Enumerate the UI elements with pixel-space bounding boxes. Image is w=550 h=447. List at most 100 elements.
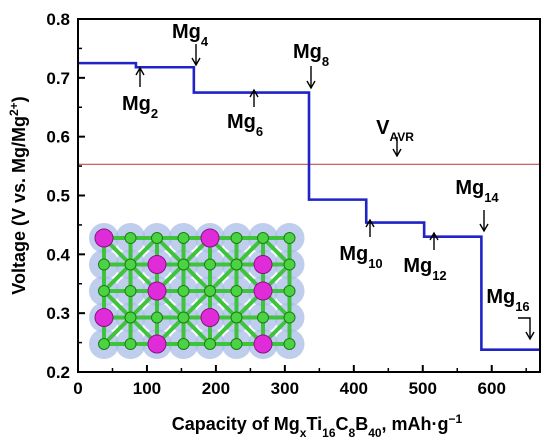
x-tick-label-600: 600: [478, 379, 506, 398]
inset-bond: [235, 236, 265, 266]
annotation-v-avr-sub: AVR: [389, 130, 414, 144]
inset-boron-atom: [151, 311, 163, 324]
inset-mg-atom: [253, 334, 273, 354]
annotation-mg14-arrowhead: [479, 223, 489, 233]
annotation-mg4-sub: 4: [201, 34, 209, 49]
annotation-mg10: Mg10: [339, 243, 382, 271]
inset-boron-atom: [204, 285, 216, 297]
y-axis-title-sup: 2+: [7, 102, 21, 116]
annotation-mg12: Mg12: [403, 255, 446, 283]
inset-boron-atom: [204, 258, 216, 271]
y-tick-label-2: 0.4: [46, 245, 70, 264]
inset-boron-atom: [177, 311, 190, 324]
inset-boron-atom: [230, 338, 243, 350]
annotation-mg14: Mg14: [455, 177, 499, 205]
inset-boron-atom: [177, 258, 190, 271]
x-tick-label-400: 400: [340, 379, 368, 398]
inset-boron-atom: [230, 285, 243, 297]
y-tick-label-4: 0.6: [46, 128, 70, 147]
inset-bond: [182, 316, 212, 346]
inset-mg-atom: [253, 281, 273, 301]
annotation-mg6: Mg6: [227, 111, 263, 139]
annotation-mg2-sub: 2: [151, 106, 158, 121]
inset-boron-atom: [124, 232, 137, 244]
inset-bond: [102, 289, 132, 319]
annotation-mg10-base: Mg: [339, 243, 368, 265]
annotation-mg14-sub: 14: [484, 190, 499, 205]
inset-boron-atom: [177, 338, 190, 350]
crystal-structure-inset: [89, 223, 305, 359]
annotation-v-avr: VAVR: [376, 117, 414, 144]
annotation-mg14-base: Mg: [455, 177, 484, 199]
y-tick-label-5: 0.7: [46, 69, 70, 88]
inset-boron-atom: [283, 258, 296, 271]
inset-mg-atom: [200, 228, 220, 248]
annotation-v-avr-base: V: [376, 117, 390, 139]
inset-boron-atom: [283, 311, 296, 324]
inset-boron-atom: [283, 232, 296, 244]
inset-mg-atom: [200, 308, 220, 327]
inset-mg-atom: [94, 228, 114, 248]
inset-bond: [102, 316, 132, 346]
x-axis-title-x-sub: x: [300, 426, 307, 440]
inset-boron-atom: [230, 258, 243, 271]
y-axis-title: Voltage (V vs. Mg/Mg2+): [7, 96, 29, 294]
annotation-mg16-base: Mg: [486, 286, 515, 308]
inset-mg-atom: [253, 255, 273, 274]
inset-boron-atom: [257, 311, 269, 324]
annotation-mg12-base: Mg: [403, 255, 432, 277]
inset-boron-atom: [124, 338, 137, 350]
annotation-mg6-arrowhead: [249, 88, 259, 98]
x-axis-title-c: C: [336, 414, 349, 434]
inset-bond: [182, 263, 212, 293]
inset-bond: [208, 316, 238, 346]
x-axis-title-c-sub: 8: [349, 426, 356, 440]
inset-bond: [129, 236, 159, 266]
annotation-mg16: Mg16: [486, 286, 529, 314]
inset-bond: [208, 289, 238, 319]
inset-boron-atom: [257, 232, 269, 244]
y-tick-label-3: 0.5: [46, 187, 70, 206]
y-tick-label-6: 0.8: [46, 10, 70, 29]
inset-mg-atom: [147, 255, 167, 274]
inset-boron-atom: [283, 338, 296, 350]
y-tick-label-0: 0.2: [46, 363, 70, 382]
annotation-mg6-sub: 6: [256, 124, 263, 139]
annotation-mg10-sub: 10: [368, 256, 382, 271]
x-axis-title-e: , mAh·g: [382, 414, 449, 434]
annotation-mg16-arrowhead: [525, 331, 535, 341]
inset-boron-atom: [283, 285, 296, 297]
inset-boron-atom: [98, 338, 110, 350]
voltage-step-line: [78, 61, 540, 351]
x-tick-label-200: 200: [202, 379, 230, 398]
annotation-mg4-base: Mg: [172, 21, 201, 43]
annotation-mg10-arrowhead: [365, 218, 375, 228]
x-axis-title-e-sup: −1: [449, 412, 463, 426]
x-axis-title: Capacity of MgxTi16C8B40, mAh·g−1: [172, 412, 463, 440]
inset-boron-atom: [124, 258, 137, 271]
inset-boron-atom: [98, 258, 110, 271]
x-tick-label-300: 300: [271, 379, 299, 398]
annotation-mg6-base: Mg: [227, 111, 256, 133]
x-axis-title-b-sub: 40: [368, 426, 382, 440]
annotation-mg16-sub: 16: [515, 299, 529, 314]
y-axis-title-main: Voltage (V vs. Mg/Mg: [9, 116, 29, 295]
inset-mg-atom: [147, 334, 167, 354]
x-axis-title-b: Ti: [306, 414, 322, 434]
inset-boron-atom: [230, 311, 243, 324]
x-axis-title-a: Capacity of Mg: [172, 414, 300, 434]
annotation-v-avr-arrowhead: [392, 148, 402, 158]
annotation-mg2-arrowhead: [135, 66, 145, 76]
x-axis-title-d: B: [355, 414, 368, 434]
x-tick-label-100: 100: [133, 379, 161, 398]
x-axis-title-ti-sub: 16: [322, 426, 336, 440]
x-tick-label-0: 0: [73, 379, 82, 398]
inset-boron-atom: [177, 232, 190, 244]
inset-bond: [208, 263, 238, 293]
annotation-mg8: Mg8: [293, 41, 329, 69]
y-axis-title-end: ): [9, 96, 29, 102]
inset-bond: [261, 236, 291, 266]
inset-bond: [155, 236, 185, 266]
y-tick-label-1: 0.3: [46, 304, 70, 323]
